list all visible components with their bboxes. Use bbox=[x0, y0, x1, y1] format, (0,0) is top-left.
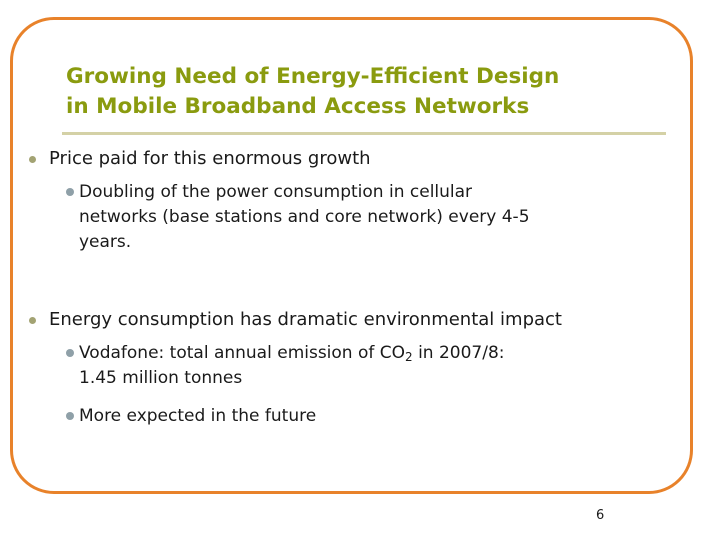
bullet-marker-2 bbox=[29, 317, 36, 324]
sub-bullet-2-2: More expected in the future bbox=[66, 404, 626, 429]
title-line-2: in Mobile Broadband Access Networks bbox=[66, 94, 530, 119]
sub-bullet-2-2-line-1: More expected in the future bbox=[79, 406, 317, 426]
sub-bullet-marker bbox=[66, 349, 74, 357]
sub-bullet-1-1: Doubling of the power consumption in cel… bbox=[66, 180, 626, 255]
sub-bullet-1-1-line-1: Doubling of the power consumption in cel… bbox=[79, 182, 473, 202]
sub-bullet-marker bbox=[66, 412, 74, 420]
sub-bullet-marker bbox=[66, 188, 74, 196]
sub-bullet-1-1-line-2: networks (base stations and core network… bbox=[79, 207, 530, 227]
sub-bullet-2-1-line-1: Vodafone: total annual emission of CO2 i… bbox=[66, 341, 626, 366]
title-divider bbox=[62, 132, 666, 135]
title-line-1: Growing Need of Energy-Efficient Design bbox=[66, 64, 560, 89]
page-number: 6 bbox=[596, 508, 605, 523]
co2-text: Vodafone: total annual emission of CO bbox=[79, 343, 406, 363]
bullet-2-text: Energy consumption has dramatic environm… bbox=[49, 309, 562, 330]
bullet-1-text: Price paid for this enormous growth bbox=[49, 148, 371, 169]
sub-bullet-2-1: Vodafone: total annual emission of CO2 i… bbox=[66, 341, 626, 391]
year-text: in 2007/8: bbox=[412, 343, 505, 363]
bullet-marker-1 bbox=[29, 156, 36, 163]
sub-bullet-1-1-line-3: years. bbox=[79, 232, 132, 252]
co2-subscript: 2 bbox=[405, 350, 413, 364]
slide-title: Growing Need of Energy-Efficient Design … bbox=[66, 62, 686, 122]
sub-bullet-2-1-line-2: 1.45 million tonnes bbox=[79, 368, 243, 388]
slide-frame bbox=[10, 17, 693, 494]
